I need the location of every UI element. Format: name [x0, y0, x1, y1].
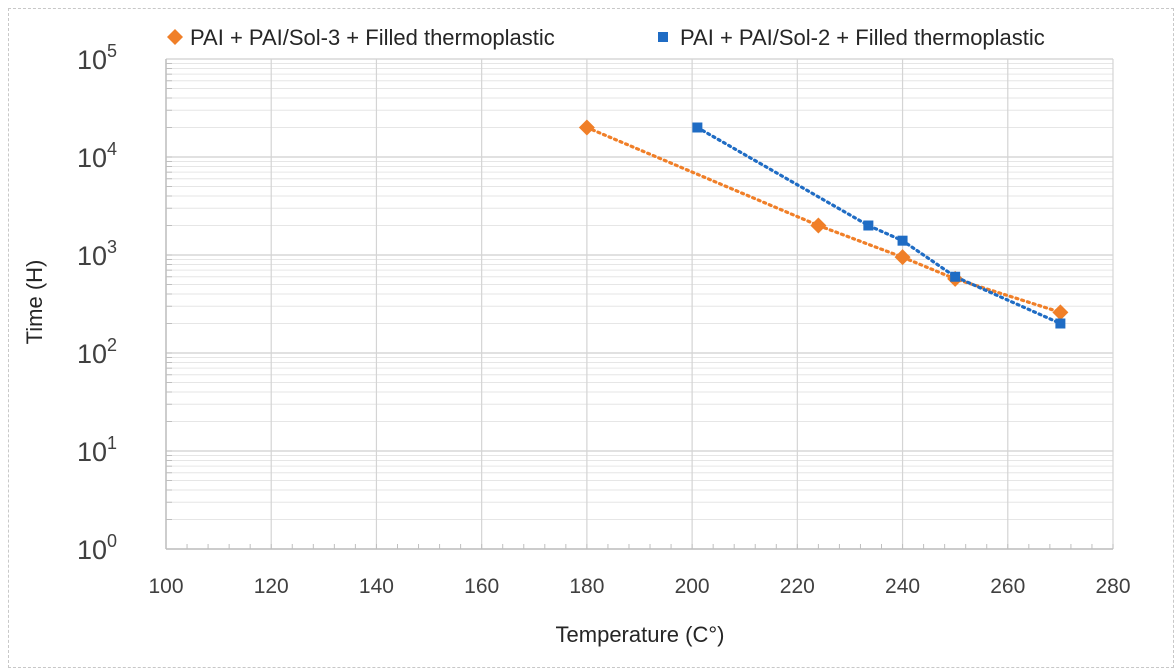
x-tick-label: 140: [359, 575, 394, 598]
series-1: [578, 119, 1069, 321]
x-tick-label: 240: [885, 575, 920, 598]
y-tick-label: 104: [77, 139, 117, 173]
data-point-diamond: [578, 119, 595, 136]
legend: PAI + PAI/Sol-3 + Filled thermoplastic PA…: [167, 25, 1045, 50]
data-point-diamond: [167, 29, 183, 45]
major-gridlines: [165, 58, 1114, 550]
data-point-diamond: [810, 217, 827, 234]
x-tick-label: 180: [569, 575, 604, 598]
x-axis-label: Temperature (C°): [556, 622, 725, 647]
data-point-diamond: [1052, 304, 1069, 321]
x-tick-label: 120: [254, 575, 289, 598]
data-point-square: [897, 235, 908, 246]
y-tick-label: 101: [77, 433, 117, 467]
x-tick-label: 220: [780, 575, 815, 598]
minor-gridlines: [166, 62, 1113, 520]
x-tick-label: 260: [990, 575, 1025, 598]
data-point-square: [658, 32, 668, 42]
y-tick-label: 102: [77, 335, 117, 369]
data-point-square: [863, 220, 874, 231]
y-tick-label: 100: [77, 531, 117, 565]
legend-label: PAI + PAI/Sol-3 + Filled thermoplastic: [190, 25, 555, 50]
data-point-square: [950, 271, 961, 282]
x-tick-label: 160: [464, 575, 499, 598]
x-tick-label: 100: [148, 575, 183, 598]
x-tick-label: 200: [675, 575, 710, 598]
data-point-square: [1055, 318, 1066, 329]
y-tick-labels: 100 101 102 103 104 105: [77, 41, 117, 565]
series-layer: [578, 119, 1069, 329]
legend-item: PAI + PAI/Sol-3 + Filled thermoplastic: [167, 25, 555, 50]
series-2: [692, 122, 1066, 329]
legend-item: PAI + PAI/Sol-2 + Filled thermoplastic: [658, 25, 1045, 50]
y-tick-label: 105: [77, 41, 117, 75]
axes: [165, 59, 1114, 550]
y-tick-label: 103: [77, 237, 117, 271]
data-point-square: [692, 122, 703, 133]
y-axis-label: Time (H): [22, 260, 47, 345]
data-point-diamond: [894, 249, 911, 266]
legend-label: PAI + PAI/Sol-2 + Filled thermoplastic: [680, 25, 1045, 50]
x-tick-label: 280: [1095, 575, 1130, 598]
x-tick-labels: 100 120 140 160 180 200 220 240 260 280: [148, 575, 1130, 598]
